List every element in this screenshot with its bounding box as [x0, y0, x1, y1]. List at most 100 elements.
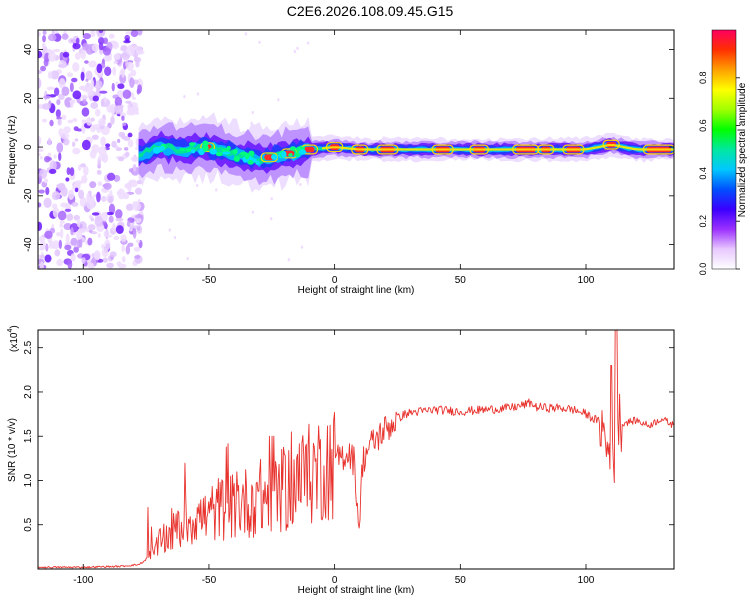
- heatmap-cell: [53, 154, 57, 159]
- heatmap-cell: [196, 183, 199, 188]
- heatmap-cell: [132, 96, 137, 101]
- heatmap-cell: [271, 154, 278, 160]
- heatmap-cell: [115, 217, 124, 222]
- heatmap-cell: [72, 62, 80, 72]
- heatmap-cell: [121, 69, 125, 78]
- heatmap-cell: [64, 208, 72, 212]
- heatmap-cell: [91, 134, 99, 140]
- heatmap-cell: [251, 210, 255, 214]
- heatmap-cell: [70, 227, 74, 236]
- heatmap-cell: [61, 114, 67, 120]
- heatmap-cell: [57, 210, 67, 221]
- heatmap-cell: [48, 94, 57, 98]
- heatmap-cell: [202, 140, 209, 147]
- heatmap-cell: [109, 251, 117, 258]
- y-tick-label: 2.0: [23, 385, 34, 399]
- heatmap-cell: [96, 191, 101, 203]
- heatmap-cell: [125, 151, 130, 158]
- heatmap-cell: [293, 49, 296, 54]
- heatmap-cell: [43, 178, 49, 184]
- heatmap-cell: [101, 248, 109, 258]
- heatmap-cell: [64, 244, 72, 251]
- heatmap-cell: [72, 42, 81, 50]
- heatmap-cell: [42, 103, 51, 110]
- heatmap-cell: [94, 108, 101, 117]
- heatmap-cell: [81, 107, 90, 117]
- heatmap-cell: [38, 31, 41, 37]
- heatmap-cell: [296, 46, 299, 50]
- heatmap-cell: [109, 190, 113, 195]
- heatmap-cell: [97, 181, 103, 187]
- heatmap-cell: [70, 237, 78, 246]
- heatmap-cell: [130, 156, 140, 162]
- heatmap-cell: [96, 63, 103, 74]
- heatmap-cell: [73, 246, 79, 253]
- heatmap-cell: [56, 99, 61, 106]
- heatmap-cell: [39, 247, 44, 251]
- heatmap-cell: [85, 70, 93, 81]
- heatmap-cell: [133, 246, 141, 252]
- snr-frame: [37, 329, 675, 570]
- heatmap-cell: [81, 175, 88, 184]
- heatmap-cell: [117, 156, 125, 162]
- heatmap-cell: [99, 90, 108, 94]
- heatmap-cell: [72, 117, 78, 122]
- heatmap-cell: [108, 215, 114, 224]
- heatmap-cell: [69, 167, 75, 176]
- heatmap-cell: [42, 34, 46, 43]
- heatmap-cell: [98, 146, 107, 157]
- heatmap-cell: [72, 90, 82, 100]
- heatmap-cell: [58, 93, 65, 100]
- heatmap-cell: [233, 156, 240, 162]
- heatmap-cell: [116, 261, 122, 267]
- heatmap-cell: [132, 163, 137, 172]
- heatmap-cell: [110, 116, 115, 125]
- heatmap-cell: [139, 210, 144, 215]
- heatmap-cell: [135, 239, 141, 244]
- heatmap-cell: [113, 60, 118, 65]
- heatmap-cell: [38, 174, 43, 184]
- heatmap-cell: [48, 168, 57, 175]
- heatmap-cell: [135, 146, 138, 150]
- heatmap-cell: [45, 187, 50, 196]
- heatmap-cell: [117, 83, 125, 90]
- spectrogram-ylabel: Frequency (Hz): [7, 116, 18, 185]
- heatmap-cell: [106, 172, 116, 181]
- heatmap-cell: [74, 187, 79, 193]
- heatmap-cell: [133, 225, 139, 229]
- heatmap-cell: [90, 217, 95, 222]
- heatmap-cell: [115, 225, 124, 234]
- heatmap-cell: [112, 41, 119, 50]
- snr-line-content: [38, 330, 674, 569]
- colorbar-ticks: 0.0 0.2 0.4 0.6 0.8: [698, 72, 740, 275]
- heatmap-cell: [244, 152, 250, 160]
- heatmap-cell: [97, 118, 106, 127]
- heatmap-cell: [104, 239, 111, 251]
- heatmap-cell: [90, 30, 96, 38]
- heatmap-cell: [121, 115, 125, 121]
- heatmap-cell: [80, 163, 86, 168]
- heatmap-cell: [120, 234, 127, 242]
- heatmap-cell: [119, 73, 127, 84]
- heatmap-cell: [74, 138, 79, 142]
- heatmap-cell: [93, 250, 101, 261]
- heatmap-cell: [96, 169, 102, 175]
- heatmap-cell: [183, 95, 186, 99]
- heatmap-cell: [87, 237, 93, 246]
- heatmap-cell: [70, 99, 74, 109]
- heatmap-cell: [117, 138, 121, 143]
- heatmap-cell: [113, 235, 120, 241]
- heatmap-cell: [249, 151, 255, 156]
- heatmap-cell: [42, 30, 47, 36]
- heatmap-cell: [100, 98, 105, 108]
- heatmap-cell: [101, 211, 108, 222]
- heatmap-cell: [106, 211, 114, 216]
- heatmap-cell: [48, 51, 57, 62]
- spectrogram-panel: -100 -50 0 50 100 -40 -20 0 20 40 Height of strai…: [7, 29, 675, 296]
- x-tick-label: 50: [455, 275, 467, 286]
- heatmap-cell: [95, 87, 101, 99]
- heatmap-cell: [112, 222, 116, 232]
- heatmap-cell: [306, 41, 310, 45]
- heatmap-cell: [66, 213, 74, 221]
- heatmap-cell: [38, 69, 43, 74]
